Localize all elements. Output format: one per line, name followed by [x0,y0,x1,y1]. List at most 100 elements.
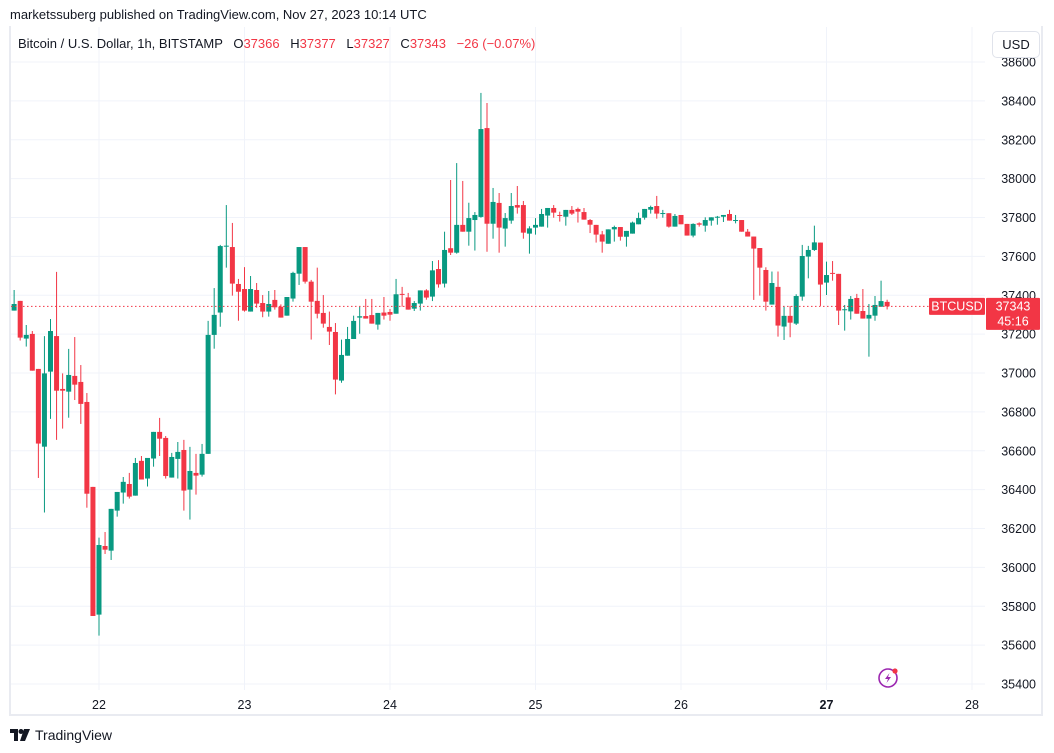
candle [381,296,387,320]
candle-body [102,545,108,550]
candle-body [702,220,708,226]
candle-body [296,247,302,274]
candle-body [678,214,684,225]
candle-body [108,508,114,551]
candle-body [132,462,138,496]
candle [205,320,211,454]
candle [102,531,108,554]
candle [654,195,660,219]
candle-body [229,247,235,284]
candle [169,452,175,478]
candle [817,242,823,306]
candle [551,205,557,218]
candle [545,207,551,228]
candle-body [138,460,144,480]
candle [630,221,635,234]
price-tick-label: 38400 [1001,94,1036,108]
candle [678,214,684,225]
candle [405,292,411,310]
candle [90,486,96,616]
candle [751,236,757,300]
candle [211,288,217,349]
open-value: 37366 [243,36,280,51]
candle-body [526,228,532,234]
candle [254,283,260,308]
candle-body [181,449,187,491]
candle-body [599,234,605,242]
candle-body [66,374,72,392]
candle-body [387,311,393,315]
candle [248,276,254,312]
candle-body [581,212,587,220]
candle-body [193,472,199,476]
candle [260,295,266,318]
candle-body [872,304,878,316]
candle [593,224,599,243]
candle [132,457,138,496]
candle [448,179,454,256]
candle-body [672,215,678,227]
candle-body [533,224,538,228]
candle [557,211,563,222]
candle-body [714,216,720,218]
candle [66,348,72,418]
candle-body [78,381,84,404]
candle-body [260,303,266,312]
candle-body [326,326,332,332]
candle [830,261,836,281]
candle-body [320,312,326,324]
change-value: −26 (−0.07%) [456,36,536,51]
candle-body [54,336,60,391]
candle [351,315,357,339]
candle-body [11,303,17,311]
candle [872,296,878,321]
candle-body [472,214,478,221]
lightning-icon[interactable] [878,668,898,688]
candle [617,227,623,241]
candle [339,339,344,383]
candle-body [448,248,454,253]
candle-body [436,269,441,285]
symbol-tag: BTCUSD [931,299,982,313]
candle [326,311,332,346]
candle [120,476,126,504]
price-tick-label: 35600 [1001,639,1036,653]
candle [660,209,666,218]
candle-body [708,217,714,221]
candle [199,443,205,477]
candle-body [345,338,351,356]
symbol-name: Bitcoin / U.S. Dollar, 1h, BITSTAMP [18,36,223,51]
tradingview-logo[interactable]: TradingView [10,727,112,743]
candle [17,300,23,341]
candle [702,217,708,232]
price-tick-label: 36000 [1001,561,1036,575]
candle-body [211,314,217,335]
candle [533,218,538,235]
candle-body [23,334,29,339]
price-tick-label: 37000 [1001,367,1036,381]
candle [539,208,545,227]
candle-body [17,300,23,338]
candle-body [884,301,890,307]
candle-body [272,299,278,308]
candle [23,324,29,347]
candles [11,92,890,636]
currency-button[interactable]: USD [992,31,1040,58]
candle [290,271,296,302]
candle [157,417,163,456]
price-axis: 35400 35600 35800 36000 36200 36400 36600 36800… [1001,56,1036,692]
candle [854,293,860,314]
candle-body [769,283,775,305]
candle-body [569,209,575,214]
candle [599,230,605,253]
candle [563,209,569,226]
candle [714,215,720,225]
candle [302,247,308,284]
candle [569,206,575,215]
candle-body [217,246,223,313]
candle [642,208,648,220]
candle [235,278,241,321]
candle-body [684,223,690,236]
candle [193,453,199,495]
